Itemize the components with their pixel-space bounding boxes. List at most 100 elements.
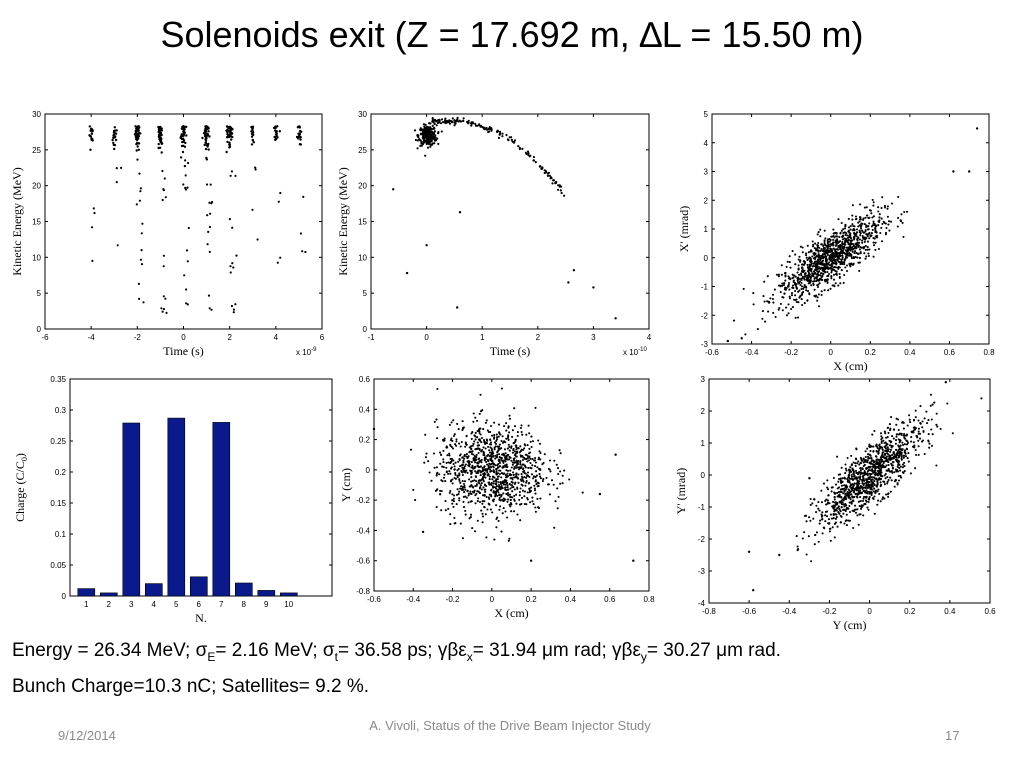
data-point: [851, 478, 855, 481]
data-point: [835, 516, 838, 519]
data-point: [896, 483, 899, 486]
data-point: [864, 248, 867, 251]
data-point: [473, 479, 476, 482]
data-point: [275, 130, 278, 133]
data-point: [447, 120, 450, 123]
data-point: [508, 414, 511, 417]
data-point: [785, 314, 789, 317]
data-point: [815, 255, 818, 258]
data-point: [796, 277, 800, 281]
data-point: [509, 487, 512, 490]
data-point: [865, 206, 868, 209]
data-point: [890, 416, 893, 419]
data-point: [878, 492, 881, 496]
data-point: [187, 161, 190, 165]
data-point: [858, 269, 861, 272]
data-point: [518, 503, 522, 506]
data-point: [459, 481, 462, 484]
data-point: [499, 481, 502, 484]
data-point: [500, 495, 503, 498]
x-tick-label: 0: [181, 333, 186, 342]
data-point: [501, 435, 504, 438]
data-point: [471, 479, 474, 483]
data-point: [841, 487, 844, 491]
data-point: [563, 469, 566, 472]
data-point: [880, 474, 883, 477]
data-point: [827, 267, 830, 270]
data-point: [452, 497, 455, 500]
data-point: [871, 433, 874, 436]
data-point: [847, 252, 850, 255]
data-point: [458, 458, 461, 461]
data-point: [414, 138, 417, 142]
data-point: [841, 480, 844, 483]
data-point: [872, 466, 875, 469]
data-point: [278, 130, 281, 133]
data-point: [451, 482, 454, 485]
y-tick-label: 0.1: [55, 530, 67, 539]
data-point: [900, 213, 903, 216]
data-point: [877, 210, 880, 213]
data-point: [933, 401, 936, 404]
data-point: [867, 485, 870, 488]
data-point: [882, 439, 885, 442]
data-point: [817, 231, 820, 234]
data-point: [479, 433, 482, 436]
y-tick-label: 3: [704, 168, 709, 177]
y-tick-label: -0.6: [356, 557, 370, 566]
data-point: [91, 226, 94, 229]
data-point: [834, 282, 837, 285]
data-point: [899, 469, 902, 472]
data-point: [824, 258, 827, 261]
data-point: [598, 492, 602, 496]
data-point: [563, 194, 566, 197]
data-point: [537, 458, 540, 461]
data-point: [792, 280, 795, 284]
data-point: [523, 495, 526, 498]
data-point: [162, 308, 165, 311]
data-point: [451, 499, 454, 502]
data-point: [844, 266, 847, 269]
data-point: [138, 172, 141, 175]
data-point: [892, 457, 895, 460]
data-point: [160, 151, 163, 154]
data-point: [807, 535, 810, 538]
data-point: [417, 134, 420, 137]
data-point: [817, 501, 820, 504]
data-point: [507, 425, 510, 428]
data-point: [867, 453, 870, 456]
data-point: [541, 463, 544, 466]
data-point: [112, 143, 116, 147]
data-point: [858, 492, 861, 495]
data-point: [821, 278, 824, 281]
data-point: [864, 230, 867, 233]
data-point: [903, 210, 906, 214]
data-point: [857, 489, 860, 493]
data-point: [506, 436, 510, 439]
data-point: [232, 311, 235, 314]
data-point: [439, 489, 442, 492]
data-point: [476, 519, 479, 522]
data-point: [496, 475, 499, 478]
data-point: [887, 431, 890, 434]
data-point: [445, 446, 448, 449]
data-point: [818, 246, 821, 249]
data-point: [467, 119, 470, 122]
data-point: [866, 470, 869, 473]
data-point: [805, 252, 808, 255]
data-point: [866, 246, 869, 249]
data-point: [457, 467, 460, 470]
data-point: [851, 223, 854, 226]
data-point: [800, 274, 803, 277]
data-point: [433, 122, 436, 126]
data-point: [112, 136, 115, 140]
data-point: [186, 260, 189, 263]
data-point: [474, 124, 478, 127]
data-point: [537, 439, 540, 442]
data-point: [479, 459, 482, 462]
data-point: [845, 469, 848, 472]
data-point: [505, 437, 508, 440]
data-point: [508, 537, 511, 540]
data-point: [548, 174, 552, 177]
data-point: [844, 224, 847, 227]
